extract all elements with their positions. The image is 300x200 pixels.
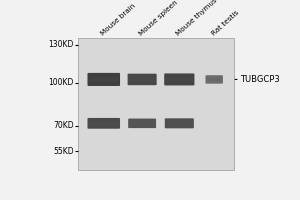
FancyBboxPatch shape (207, 78, 221, 81)
FancyBboxPatch shape (130, 78, 155, 81)
FancyBboxPatch shape (206, 75, 223, 84)
Text: 130KD: 130KD (48, 40, 74, 49)
Text: Mouse brain: Mouse brain (100, 3, 136, 37)
FancyBboxPatch shape (128, 119, 156, 128)
Text: 70KD: 70KD (53, 121, 74, 130)
Text: Mouse spleen: Mouse spleen (138, 0, 179, 37)
FancyBboxPatch shape (78, 38, 234, 170)
Text: 100KD: 100KD (48, 78, 74, 87)
FancyBboxPatch shape (88, 118, 120, 129)
FancyBboxPatch shape (89, 77, 118, 81)
Text: 55KD: 55KD (53, 147, 74, 156)
FancyBboxPatch shape (166, 78, 193, 81)
FancyBboxPatch shape (128, 74, 157, 85)
FancyBboxPatch shape (164, 73, 194, 85)
FancyBboxPatch shape (130, 122, 154, 125)
FancyBboxPatch shape (167, 122, 192, 125)
FancyBboxPatch shape (88, 73, 120, 86)
Text: TUBGCP3: TUBGCP3 (235, 75, 280, 84)
Text: Rat testis: Rat testis (210, 10, 240, 37)
FancyBboxPatch shape (165, 118, 194, 128)
Text: Mouse thymus: Mouse thymus (175, 0, 218, 37)
FancyBboxPatch shape (89, 122, 118, 125)
